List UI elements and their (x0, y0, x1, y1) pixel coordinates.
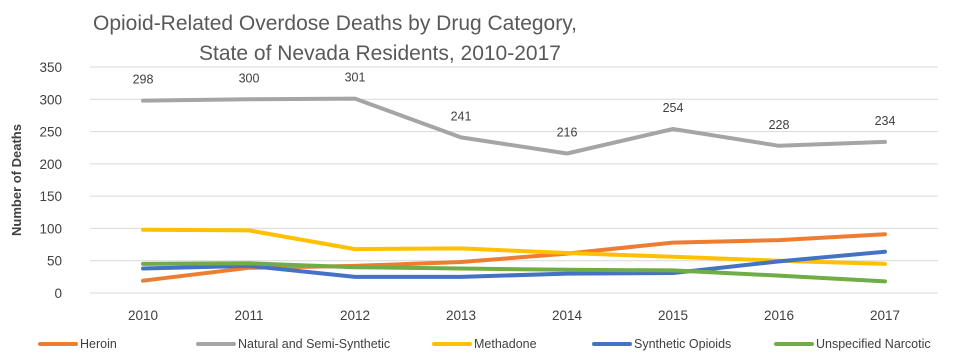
series-line-natural-and-semi-synthetic (141, 96, 887, 156)
legend-item: Synthetic Opioids (592, 337, 731, 351)
y-tick-label: 100 (39, 221, 62, 236)
legend-label: Natural and Semi-Synthetic (238, 337, 390, 351)
data-label: 298 (133, 73, 154, 87)
legend-item: Heroin (38, 337, 117, 351)
series-line-methadone (141, 227, 887, 266)
series-line-synthetic-opioids (141, 249, 887, 279)
y-tick-label: 150 (39, 189, 62, 204)
x-tick-label: 2016 (764, 308, 794, 323)
x-tick-label: 2014 (552, 308, 583, 323)
x-tick-label: 2011 (234, 308, 263, 323)
data-label: 301 (345, 71, 366, 85)
data-labels: 298 300 301 241 216 254 228 234 (133, 71, 896, 140)
y-tick-label: 350 (39, 60, 62, 75)
legend-item: Natural and Semi-Synthetic (196, 337, 390, 351)
x-tick-label: 2012 (340, 308, 370, 323)
data-label: 300 (239, 71, 260, 85)
y-tick-label: 250 (39, 125, 62, 140)
legend-item: Methadone (432, 337, 537, 351)
data-label: 254 (663, 101, 684, 115)
y-axis-ticks: 0 50 100 150 200 250 300 350 (39, 60, 62, 301)
series-line-unspecified-narcotic (141, 261, 887, 284)
data-label: 234 (875, 114, 896, 128)
legend-label: Methadone (474, 337, 537, 351)
y-axis-label: Number of Deaths (9, 124, 24, 236)
y-tick-label: 50 (47, 254, 62, 269)
x-tick-label: 2015 (658, 308, 688, 323)
data-label: 216 (557, 126, 578, 140)
x-tick-label: 2017 (870, 308, 900, 323)
y-tick-label: 200 (39, 157, 62, 172)
x-axis-ticks: 2010 2011 2012 2013 2014 2015 2016 2017 (128, 308, 900, 323)
chart-title-line-2: State of Nevada Residents, 2010-2017 (199, 42, 561, 65)
y-tick-label: 300 (39, 92, 62, 107)
data-label: 228 (769, 118, 790, 132)
legend: Heroin Natural and Semi-Synthetic Methadon… (38, 337, 931, 351)
chart-title-line-1: Opioid-Related Overdose Deaths by Drug C… (93, 12, 577, 35)
legend-label: Unspecified Narcotic (816, 337, 931, 351)
legend-label: Heroin (80, 337, 117, 351)
series-lines (141, 96, 887, 284)
x-tick-label: 2010 (128, 308, 158, 323)
legend-label: Synthetic Opioids (634, 337, 731, 351)
legend-item: Unspecified Narcotic (774, 337, 931, 351)
data-label: 241 (451, 109, 472, 123)
x-tick-label: 2013 (446, 308, 476, 323)
y-tick-label: 0 (54, 286, 62, 301)
